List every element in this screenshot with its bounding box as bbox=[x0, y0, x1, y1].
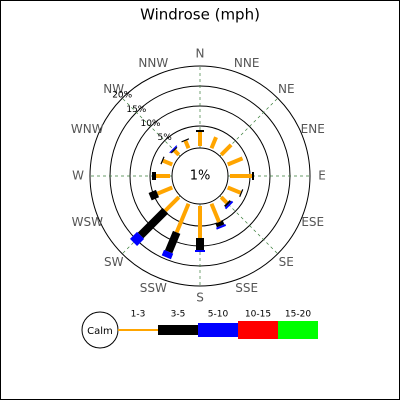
direction-label: N bbox=[196, 47, 205, 61]
calm-circle bbox=[171, 147, 229, 205]
ring-label: 15% bbox=[126, 105, 146, 115]
direction-label: SSW bbox=[140, 281, 167, 295]
direction-label: WSW bbox=[72, 215, 103, 229]
bar-segment bbox=[169, 145, 178, 154]
bar-segment bbox=[170, 146, 178, 154]
ring-label: 5% bbox=[158, 133, 173, 143]
direction-label: NE bbox=[278, 82, 295, 96]
bar-segment bbox=[215, 220, 225, 228]
bar-segment bbox=[163, 195, 181, 213]
direction-label: SW bbox=[104, 255, 124, 269]
bar-segment bbox=[162, 158, 174, 167]
bar-segment bbox=[224, 200, 232, 208]
bar-segment bbox=[129, 231, 145, 247]
legend-label: 15-20 bbox=[285, 310, 311, 320]
legend-swatch bbox=[198, 323, 238, 337]
legend-label: 10-15 bbox=[245, 310, 271, 320]
bar-segment bbox=[219, 195, 229, 205]
direction-label: SE bbox=[279, 255, 294, 269]
ring bbox=[89, 65, 311, 287]
bar-segment bbox=[156, 185, 174, 196]
direction-label: E bbox=[318, 169, 326, 183]
bar-segment bbox=[173, 149, 181, 157]
bar-segment bbox=[226, 185, 242, 195]
legend-label: 1-3 bbox=[131, 310, 146, 320]
bar-segment bbox=[174, 202, 191, 234]
bar-segment bbox=[219, 143, 233, 157]
bar-segment bbox=[164, 230, 181, 254]
legend-calm-label: Calm bbox=[87, 326, 113, 337]
direction-label: WNW bbox=[71, 122, 104, 136]
legend-swatch bbox=[118, 329, 158, 331]
direction-label: NNE bbox=[234, 56, 260, 70]
bar-segment bbox=[209, 202, 221, 223]
grid-spoke bbox=[121, 97, 181, 157]
bar-segment bbox=[226, 156, 244, 167]
direction-label: S bbox=[196, 291, 204, 305]
direction-label: W bbox=[72, 169, 84, 183]
legend-swatch bbox=[278, 321, 318, 339]
bar-segment bbox=[137, 207, 169, 239]
ring-label: 10% bbox=[140, 119, 160, 129]
legend-swatch bbox=[238, 321, 278, 339]
ring-label: 20% bbox=[112, 91, 132, 101]
bar-segment bbox=[148, 189, 160, 201]
bar-segment bbox=[209, 136, 218, 150]
direction-label: ENE bbox=[301, 122, 325, 136]
direction-label: SSE bbox=[235, 281, 258, 295]
bar-segment bbox=[183, 140, 191, 150]
bar-segment bbox=[161, 249, 174, 260]
legend-label: 5-10 bbox=[208, 310, 229, 320]
calm-value: 1% bbox=[190, 169, 211, 184]
legend-label: 3-5 bbox=[171, 310, 186, 320]
bar-segment bbox=[216, 223, 227, 230]
bar-segment bbox=[224, 200, 234, 210]
direction-label: NNW bbox=[138, 56, 168, 70]
direction-label: ESE bbox=[301, 215, 324, 229]
chart-title: Windrose (mph) bbox=[140, 6, 260, 24]
legend-swatch bbox=[158, 325, 198, 335]
direction-label: NW bbox=[103, 82, 124, 96]
